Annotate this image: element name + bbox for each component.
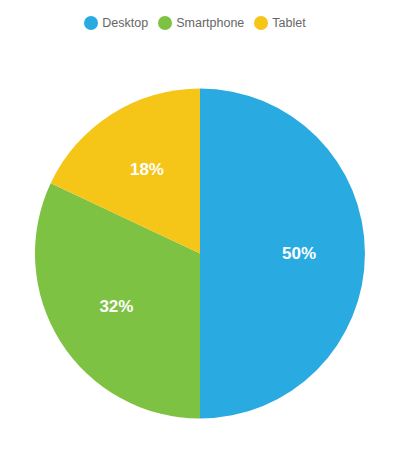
html-text:Desktop: Desktop xyxy=(102,16,149,30)
svg-text:18%: 18% xyxy=(130,160,164,179)
svg-text:50%: 50% xyxy=(282,244,316,263)
html-text:Tablet: Tablet xyxy=(272,16,306,30)
html-text:Smartphone: Smartphone xyxy=(176,16,245,30)
svg-text:32%: 32% xyxy=(99,297,133,316)
